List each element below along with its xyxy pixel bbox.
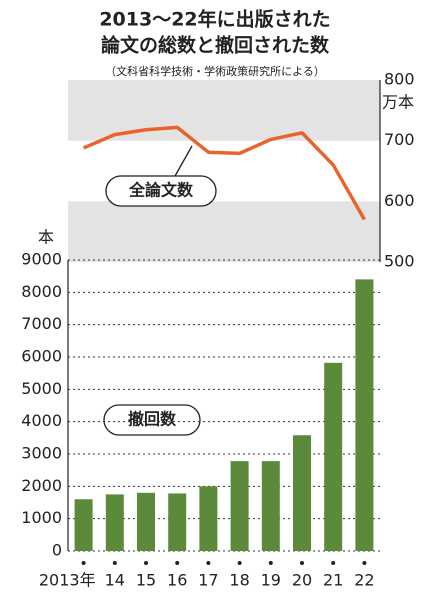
y-tick-label: 3000 bbox=[21, 444, 62, 463]
y-tick-label: 2000 bbox=[21, 476, 62, 495]
y-unit: 本 bbox=[38, 228, 54, 247]
y-tick-label: 800 bbox=[384, 70, 415, 89]
y-unit: 万本 bbox=[382, 93, 414, 112]
x-tick-label: 22 bbox=[354, 571, 374, 590]
x-tick bbox=[362, 561, 367, 565]
bar bbox=[355, 279, 374, 551]
bar-label: 撤回数 bbox=[128, 410, 177, 429]
x-tick bbox=[237, 561, 242, 565]
y-tick-label: 0 bbox=[52, 541, 62, 560]
line bbox=[82, 125, 366, 221]
title-line: 論文の総数と撤回された数 bbox=[101, 34, 330, 57]
x-tick bbox=[268, 561, 273, 565]
x-tick-label: 21 bbox=[323, 571, 343, 590]
bar bbox=[230, 461, 249, 551]
y-tick-label: 6000 bbox=[21, 347, 62, 366]
x-tick bbox=[175, 561, 180, 565]
title-line: 2013〜22年に出版された bbox=[99, 8, 330, 31]
x-tick-label: 19 bbox=[261, 571, 281, 590]
x-tick-label: 18 bbox=[229, 571, 249, 590]
y-tick-label: 7000 bbox=[21, 314, 62, 333]
x-tick bbox=[112, 561, 117, 565]
line-label: 全論文数 bbox=[128, 181, 194, 200]
label-box bbox=[105, 175, 217, 207]
y-tick-label: 500 bbox=[384, 252, 415, 271]
y-tick-label: 4000 bbox=[21, 411, 62, 430]
bar bbox=[261, 461, 280, 551]
x-tick bbox=[144, 561, 148, 565]
band bbox=[68, 80, 380, 141]
y-tick-label: 700 bbox=[384, 130, 415, 149]
y-tick-label: 600 bbox=[384, 191, 415, 210]
x-tick bbox=[331, 561, 336, 565]
bar bbox=[293, 435, 311, 551]
x-tick bbox=[206, 561, 211, 565]
y-tick-label: 8000 bbox=[21, 282, 62, 301]
x-tick-label: 20 bbox=[292, 571, 312, 590]
bar bbox=[74, 499, 93, 551]
bar bbox=[324, 362, 343, 551]
x-tick-label: 16 bbox=[167, 571, 187, 590]
x-tick-label: 2013年 bbox=[39, 571, 96, 590]
x-tick-label: 17 bbox=[198, 571, 218, 590]
bar bbox=[168, 493, 187, 551]
y-tick-label: 1000 bbox=[21, 508, 62, 527]
x-tick bbox=[81, 561, 86, 565]
band bbox=[68, 201, 380, 262]
y-tick-label: 5000 bbox=[21, 379, 62, 398]
x-tick-label: 15 bbox=[136, 571, 156, 590]
bar bbox=[199, 486, 218, 551]
y-tick-label: 9000 bbox=[21, 250, 62, 269]
pointer bbox=[174, 145, 193, 177]
x-tick bbox=[300, 561, 304, 565]
label-box bbox=[103, 404, 201, 436]
bar bbox=[105, 494, 124, 551]
subtitle: （文科省科学技術・学術政策研究所による） bbox=[105, 64, 325, 78]
bar bbox=[137, 492, 155, 551]
x-tick-label: 14 bbox=[105, 571, 125, 590]
